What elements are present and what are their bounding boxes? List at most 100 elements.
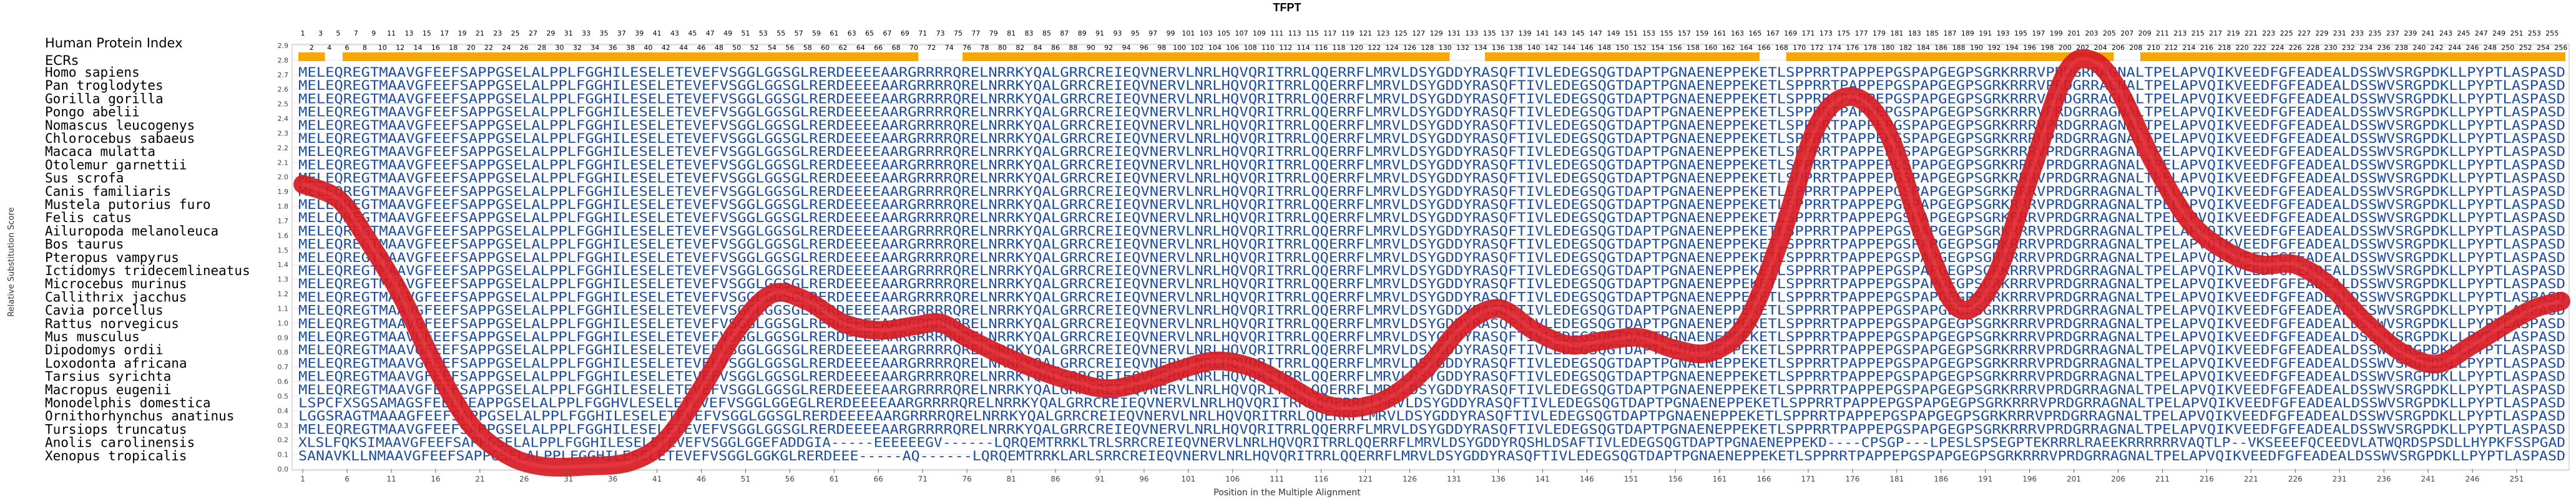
- species-label: Mus musculus: [45, 329, 140, 344]
- index-number: 244: [2448, 44, 2461, 52]
- index-number: 54: [768, 44, 776, 52]
- y-tick-label: 2.7: [278, 71, 289, 79]
- ecr-track: [298, 52, 2565, 61]
- index-number: 236: [2378, 44, 2391, 52]
- species-label: Nomascus leucogenys: [45, 118, 195, 133]
- index-number: 113: [1288, 29, 1301, 37]
- index-number: 128: [1421, 44, 1434, 52]
- index-number: 170: [1793, 44, 1806, 52]
- x-tick-label: 16: [431, 475, 440, 483]
- index-number: 24: [502, 44, 511, 52]
- index-number: 203: [2085, 29, 2098, 37]
- index-number: 89: [1078, 29, 1087, 37]
- index-number: 30: [556, 44, 564, 52]
- index-number: 233: [2351, 29, 2364, 37]
- index-number: 39: [635, 29, 644, 37]
- index-number: 1: [301, 29, 305, 37]
- index-number: 220: [2236, 44, 2249, 52]
- x-tick-label: 206: [2111, 475, 2125, 483]
- species-label: Tursiops truncatus: [45, 422, 187, 437]
- index-number: 80: [998, 44, 1007, 52]
- index-number: 107: [1235, 29, 1248, 37]
- index-number: 185: [1926, 29, 1939, 37]
- x-tick-label: 221: [2244, 475, 2258, 483]
- index-number: 248: [2484, 44, 2497, 52]
- x-tick-label: 21: [475, 475, 484, 483]
- species-label: Anolis carolinensis: [45, 435, 195, 450]
- index-number: 44: [679, 44, 688, 52]
- index-number: 11: [387, 29, 396, 37]
- index-number: 2: [310, 44, 314, 52]
- index-number: 103: [1200, 29, 1213, 37]
- species-label: Rattus norvegicus: [45, 316, 179, 331]
- x-tick-label: 61: [830, 475, 839, 483]
- x-tick-label: 6: [345, 475, 350, 483]
- index-number: 251: [2510, 29, 2523, 37]
- score-line: [293, 49, 2570, 477]
- index-number: 158: [1687, 44, 1700, 52]
- index-number: 200: [2059, 44, 2072, 52]
- index-number: 160: [1704, 44, 1717, 52]
- index-number: 142: [1545, 44, 1558, 52]
- index-number: 256: [2554, 44, 2567, 52]
- index-number: 118: [1333, 44, 1346, 52]
- sequence-row: LSPCFXSGSAMAGSFEELFEAPPGSELALPPLFGGHVLES…: [298, 395, 2565, 410]
- index-number: 153: [1642, 29, 1655, 37]
- x-tick-label: 151: [1624, 475, 1638, 483]
- x-tick-label: 41: [652, 475, 662, 483]
- index-number: 246: [2466, 44, 2479, 52]
- index-number: 17: [440, 29, 449, 37]
- species-label: Monodelphis domestica: [45, 395, 211, 410]
- index-number: 204: [2094, 44, 2107, 52]
- index-number: 190: [1970, 44, 1983, 52]
- index-number: 29: [546, 29, 555, 37]
- index-number: 6: [345, 44, 350, 52]
- index-number: 152: [1633, 44, 1647, 52]
- index-number: 163: [1731, 29, 1744, 37]
- index-number: 4: [327, 44, 331, 52]
- index-number: 125: [1394, 29, 1408, 37]
- index-number: 28: [537, 44, 546, 52]
- score-curve: [293, 49, 2570, 477]
- y-tick-label: 1.2: [278, 290, 289, 298]
- index-number: 155: [1660, 29, 1673, 37]
- index-number: 32: [573, 44, 582, 52]
- index-number: 57: [795, 29, 803, 37]
- ecr-block: [298, 52, 325, 61]
- sequence-row: MELEQREGTMAAVGFEEFSAPPGSELALPPLFGGHILESE…: [298, 131, 2565, 146]
- index-number: 223: [2262, 29, 2275, 37]
- index-number: 76: [962, 44, 971, 52]
- index-number: 14: [414, 44, 423, 52]
- y-tick-label: 2.3: [278, 129, 289, 137]
- index-number: 105: [1217, 29, 1230, 37]
- species-label: Sus scrofa: [45, 171, 124, 186]
- ecr-block: [342, 52, 919, 61]
- sequence-row: MELEQREGTMAAVGFEEFSAPPGSELALPPLFGGHILESE…: [298, 91, 2565, 106]
- index-number: 228: [2306, 44, 2319, 52]
- index-number: 36: [609, 44, 617, 52]
- index-number: 141: [1536, 29, 1549, 37]
- index-number: 177: [1855, 29, 1868, 37]
- index-number: 35: [599, 29, 608, 37]
- index-number: 5: [336, 29, 340, 37]
- index-number: 217: [2209, 29, 2222, 37]
- index-number: 7: [354, 29, 358, 37]
- species-label: Tarsius syrichta: [45, 369, 171, 384]
- species-label: Otolemur garnettii: [45, 157, 187, 172]
- index-number: 127: [1412, 29, 1425, 37]
- index-number: 156: [1669, 44, 1682, 52]
- index-number: 129: [1430, 29, 1443, 37]
- index-number: 82: [1016, 44, 1024, 52]
- species-label: Canis familiaris: [45, 184, 171, 199]
- species-label: Pongo abelii: [45, 105, 140, 120]
- x-tick-label: 51: [741, 475, 750, 483]
- index-number: 219: [2226, 29, 2240, 37]
- x-axis-label: Position in the Multiple Alignment: [1213, 488, 1361, 498]
- index-number: 13: [404, 29, 413, 37]
- index-number: 22: [484, 44, 493, 52]
- index-number: 168: [1775, 44, 1788, 52]
- index-number: 124: [1386, 44, 1399, 52]
- x-tick-label: 146: [1580, 475, 1594, 483]
- index-number: 240: [2412, 44, 2426, 52]
